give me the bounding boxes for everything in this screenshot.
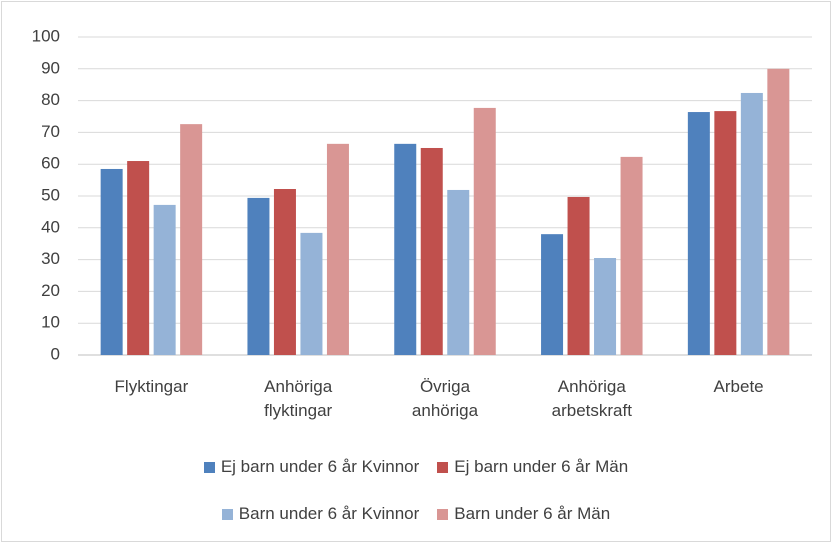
bar: [767, 68, 790, 356]
x-tick-label: Flyktingar: [114, 377, 189, 396]
y-tick-label: 80: [41, 90, 60, 109]
bar: [273, 189, 296, 355]
bar: [740, 92, 763, 355]
bar: [394, 143, 417, 355]
bar: [714, 111, 737, 356]
bar: [447, 189, 470, 355]
bar: [473, 107, 496, 355]
bar: [100, 168, 123, 355]
bar: [594, 258, 617, 355]
x-tick-label: Arbete: [713, 377, 764, 396]
legend-item: Barn under 6 år Män: [437, 504, 610, 524]
bar: [420, 147, 443, 355]
bar: [153, 204, 176, 355]
legend-swatch: [437, 508, 449, 520]
y-tick-label: 0: [51, 344, 60, 363]
bar: [180, 124, 203, 355]
legend-swatch: [203, 461, 215, 473]
y-tick-label: 30: [41, 249, 60, 268]
bar: [247, 197, 270, 355]
legend-label: Ej barn under 6 år Män: [454, 457, 629, 476]
legend-row: Ej barn under 6 år Kvinnor Ej barn under …: [0, 457, 832, 477]
x-tick-label: Övriga anhöriga: [411, 377, 479, 420]
y-tick-label: 20: [41, 281, 60, 300]
legend-swatch: [437, 461, 449, 473]
x-tick-label: Anhöriga flyktingar: [264, 377, 333, 420]
x-tick-label: Anhöriga arbetskraft: [551, 377, 632, 420]
legend-label: Barn under 6 år Kvinnor: [238, 504, 420, 523]
legend-row: Barn under 6 år Kvinnor Barn under 6 år M…: [0, 504, 832, 524]
y-tick-label: 90: [41, 58, 60, 77]
y-tick-label: 60: [41, 154, 60, 173]
bar: [326, 143, 349, 355]
legend-item: Barn under 6 år Kvinnor: [221, 504, 420, 524]
y-tick-label: 100: [32, 26, 60, 45]
bar: [541, 234, 564, 355]
legend-label: Ej barn under 6 år Kvinnor: [220, 457, 420, 476]
bar: [620, 156, 643, 355]
legend-swatch: [221, 508, 233, 520]
bar: [300, 232, 323, 355]
legend-label: Barn under 6 år Män: [454, 504, 611, 523]
bar: [687, 112, 710, 355]
y-tick-label: 40: [41, 217, 60, 236]
legend-item: Ej barn under 6 år Män: [437, 457, 628, 477]
bar: [567, 196, 590, 355]
y-tick-label: 70: [41, 122, 60, 141]
y-tick-label: 10: [41, 313, 60, 332]
y-tick-label: 50: [41, 185, 60, 204]
legend-item: Ej barn under 6 år Kvinnor: [203, 457, 420, 477]
bar: [127, 161, 150, 355]
